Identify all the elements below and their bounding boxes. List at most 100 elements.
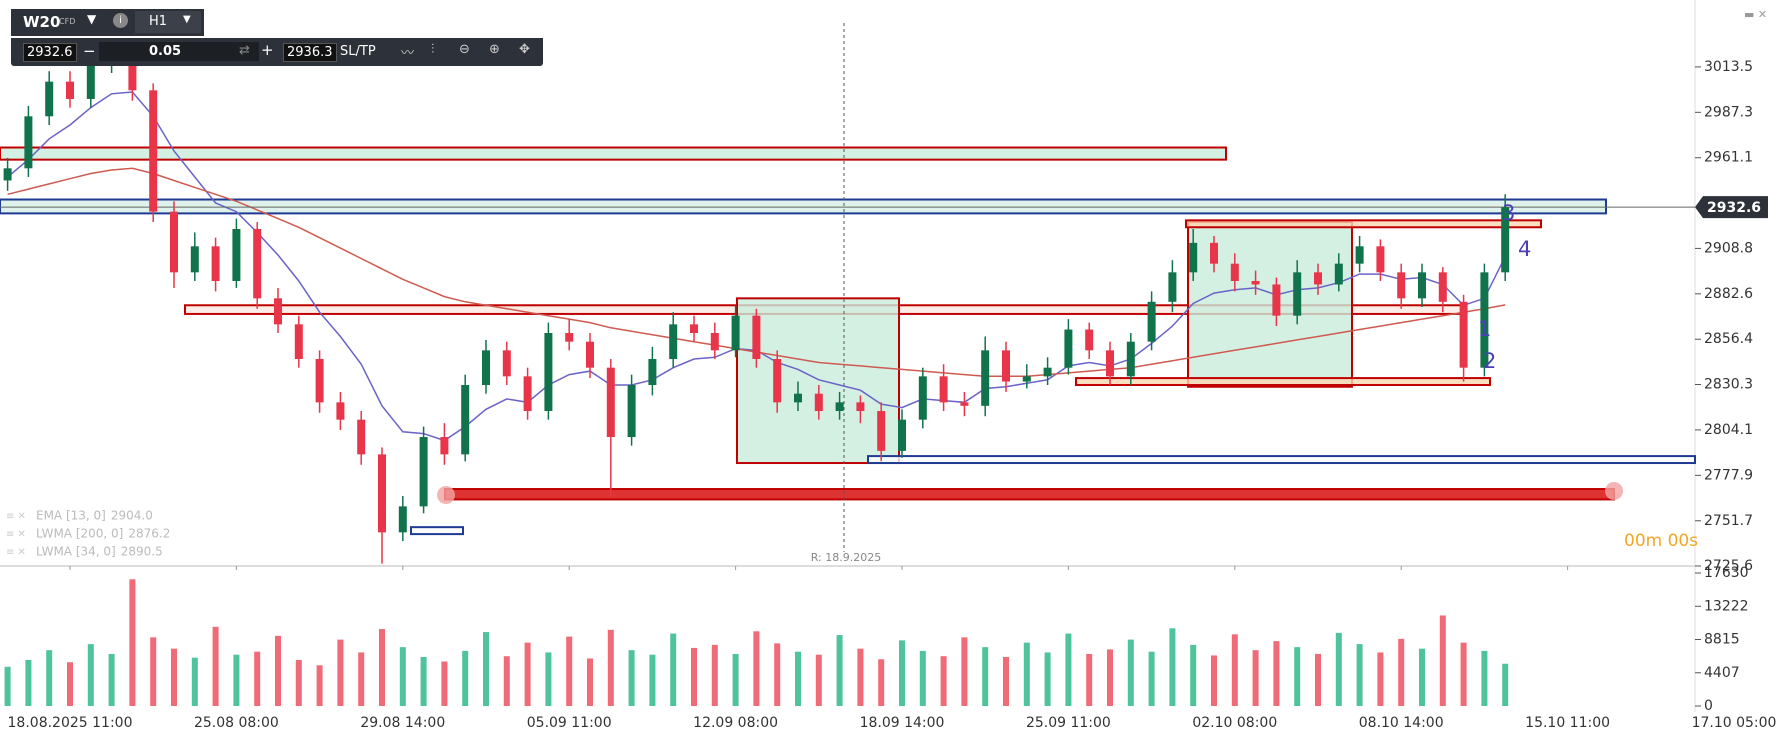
symbol[interactable]: W20 — [23, 13, 61, 31]
volume-bar — [1294, 647, 1301, 706]
line-tool[interactable]: 〰 — [401, 46, 415, 61]
bid-price[interactable]: 2932.6 — [23, 43, 77, 62]
candle-body — [398, 506, 407, 533]
candle-body — [24, 116, 33, 169]
volume-bar — [150, 637, 157, 706]
candle-body — [794, 393, 802, 403]
candle-body — [378, 454, 386, 533]
volume-bar — [1044, 652, 1051, 706]
candle-body — [315, 359, 324, 403]
legend-value: 2904.0 — [111, 509, 153, 523]
sltp-button[interactable]: SL/TP — [340, 44, 376, 59]
volume-bar — [233, 654, 240, 706]
candle-body — [1106, 350, 1114, 377]
candle-body — [731, 315, 740, 351]
volume-bar — [545, 652, 552, 706]
volume-bar — [649, 654, 656, 706]
candle-body — [939, 376, 948, 403]
zoom-out[interactable]: ⊖ — [459, 42, 470, 57]
volume-bar — [1356, 644, 1363, 706]
volume-bar — [899, 640, 905, 706]
move-tool[interactable]: ✥ — [519, 42, 530, 57]
candle-body — [1002, 350, 1010, 382]
volume-bar — [1315, 653, 1321, 706]
legend-name: LWMA [200, 0] — [36, 527, 123, 541]
candle-body — [981, 350, 990, 406]
volume-bar — [919, 650, 926, 706]
candle-body — [1397, 272, 1406, 299]
candle-body — [1314, 272, 1322, 285]
y-tick-label: 2961.1 — [1704, 150, 1753, 166]
ask-price[interactable]: 2936.3 — [283, 43, 337, 62]
info-icon[interactable]: i — [113, 13, 128, 28]
volume-bar — [4, 666, 11, 706]
y-tick-label: 2777.9 — [1704, 467, 1753, 483]
y-tick-label: 3013.5 — [1704, 59, 1753, 75]
volume-bar — [503, 656, 510, 706]
swap-icon[interactable]: ⇄ — [239, 43, 250, 58]
wave-label: 3 — [1502, 201, 1515, 225]
volume-bar — [940, 656, 947, 706]
zone-handle — [1605, 482, 1623, 500]
timeframe-dropdown[interactable]: ▼ — [183, 14, 191, 25]
volume-bar — [1398, 638, 1405, 706]
candle-body — [606, 367, 615, 438]
price-tag-label: 2932.6 — [1707, 200, 1761, 216]
timeframe[interactable]: H1 — [149, 14, 168, 29]
volume-bar — [982, 647, 989, 706]
volume-bar — [1169, 628, 1176, 706]
x-tick-label: 12.09 08:00 — [693, 715, 778, 731]
legend-icon: ≡ ✕ — [6, 547, 26, 558]
candle-body — [544, 333, 553, 412]
zoom-in[interactable]: ⊕ — [489, 42, 500, 57]
legend-icon: ≡ ✕ — [6, 529, 26, 540]
candle-body — [1438, 272, 1447, 302]
candle-body — [1022, 376, 1031, 382]
symbol-dropdown[interactable]: ▼ — [87, 12, 97, 26]
candle-body — [1043, 367, 1052, 377]
volume-bar — [566, 636, 573, 706]
zone-handle — [437, 486, 455, 504]
timeframe-box[interactable] — [135, 11, 201, 33]
volume-bar — [1086, 653, 1093, 706]
window-controls[interactable]: ▬ ✕ — [1744, 8, 1768, 21]
candle-body — [1272, 284, 1281, 316]
volume-bar — [275, 635, 281, 706]
zone — [736, 297, 900, 465]
candle-body — [3, 168, 12, 181]
volume-bar — [87, 644, 94, 706]
indicator-tool[interactable]: ⫶ — [431, 42, 435, 57]
volume-tick-label: 0 — [1704, 698, 1713, 714]
volume-bar — [67, 662, 73, 706]
volume-bar — [1273, 641, 1280, 706]
y-tick-label: 2856.4 — [1704, 331, 1753, 347]
wave-label: 4 — [1518, 237, 1531, 261]
legend-name: EMA [13, 0] — [36, 509, 106, 523]
volume-bar — [129, 579, 136, 706]
volume-bar — [628, 650, 635, 706]
candle-body — [835, 402, 844, 412]
y-tick-label: 2908.8 — [1704, 240, 1753, 256]
volume-bar — [399, 647, 406, 706]
volume-bar — [1502, 663, 1509, 706]
zone — [1185, 219, 1542, 229]
candle-body — [918, 376, 927, 420]
candle-body — [502, 350, 511, 377]
plus-button[interactable]: + — [261, 41, 274, 59]
volume-bar — [1419, 648, 1425, 706]
lot-size[interactable]: 0.05 — [149, 44, 182, 59]
volume-bar — [1252, 650, 1259, 706]
lot-field[interactable] — [99, 42, 259, 61]
volume-bar — [1190, 644, 1197, 706]
volume-bar — [483, 632, 489, 706]
candle-body — [877, 411, 886, 451]
volume-bar — [961, 637, 968, 706]
volume-bar — [1023, 642, 1030, 706]
candle-body — [1064, 329, 1073, 368]
minus-button[interactable]: − — [83, 42, 96, 60]
volume-bar — [1377, 652, 1384, 706]
volume-bar — [691, 647, 697, 706]
candle-body — [690, 324, 698, 334]
